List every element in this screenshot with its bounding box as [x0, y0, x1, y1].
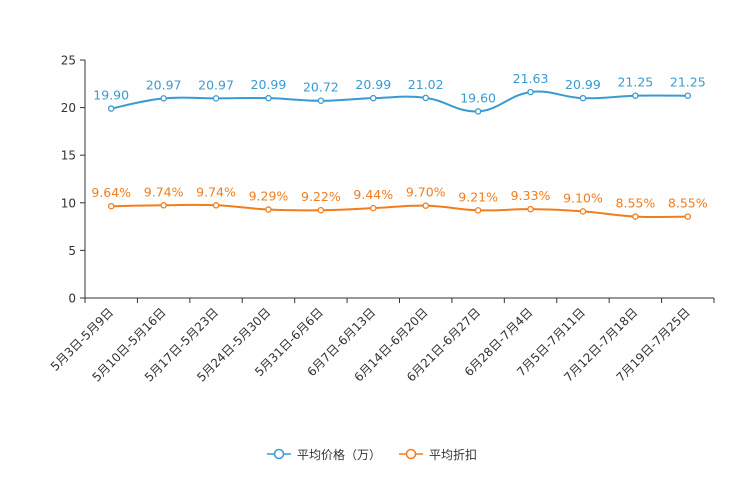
data-label: 9.64% — [91, 185, 131, 200]
y-tick-label: 10 — [61, 196, 76, 210]
legend-price-label: 平均价格（万） — [296, 447, 381, 462]
data-point — [107, 202, 115, 210]
data-point — [317, 206, 325, 214]
data-label: 19.90 — [93, 88, 129, 103]
data-point — [212, 95, 220, 102]
data-point — [579, 94, 587, 102]
data-point — [160, 202, 167, 209]
data-label: 9.33% — [511, 188, 551, 203]
series-line-discount — [111, 203, 688, 219]
legend: 平均价格（万） 平均折扣 — [0, 444, 744, 464]
data-label: 19.60 — [460, 90, 496, 105]
data-point — [474, 207, 482, 214]
data-point — [265, 94, 272, 102]
data-label: 20.72 — [303, 80, 339, 95]
data-label: 21.25 — [617, 75, 653, 90]
legend-item-discount[interactable]: 平均折扣 — [399, 446, 477, 463]
data-point — [160, 95, 167, 102]
data-label: 9.74% — [144, 184, 184, 199]
data-point — [527, 88, 534, 96]
legend-discount-line-icon — [399, 448, 423, 460]
data-label: 9.70% — [406, 185, 446, 200]
y-tick-label: 15 — [61, 149, 76, 163]
data-label: 9.21% — [458, 189, 498, 204]
data-label: 9.22% — [301, 189, 341, 204]
legend-discount-label: 平均折扣 — [429, 447, 478, 462]
y-tick-label: 5 — [68, 244, 76, 258]
data-label: 20.97 — [198, 77, 234, 92]
data-label: 20.99 — [251, 77, 287, 92]
data-label: 9.74% — [196, 184, 236, 199]
axes: 05101520255月3日-5月9日5月10日-5月16日5月17日-5月23… — [48, 54, 715, 384]
data-label: 21.02 — [408, 77, 444, 92]
series-layer — [107, 88, 692, 220]
data-point — [632, 92, 639, 99]
data-point — [107, 105, 115, 112]
data-point — [422, 94, 429, 102]
data-label-layer: 19.90 20.97 20.97 20.99 20.72 20.99 21.02 19.60… — [91, 71, 707, 211]
data-point — [684, 92, 692, 99]
y-tick-label: 20 — [61, 101, 76, 115]
data-point — [265, 206, 272, 213]
data-point — [370, 94, 377, 102]
data-point — [474, 108, 482, 115]
data-label: 8.55% — [616, 196, 656, 211]
data-point — [370, 204, 377, 212]
data-point — [212, 202, 220, 209]
data-point — [579, 208, 587, 215]
legend-item-price[interactable]: 平均价格（万） — [266, 446, 381, 463]
data-label: 20.97 — [146, 77, 182, 92]
data-point — [527, 205, 534, 213]
data-label: 9.29% — [249, 189, 289, 204]
data-point — [684, 213, 692, 220]
y-tick-label: 25 — [61, 54, 76, 68]
data-label: 8.55% — [668, 196, 708, 211]
y-tick-label: 0 — [68, 292, 76, 306]
data-label: 9.44% — [353, 187, 393, 202]
data-label: 9.10% — [563, 190, 603, 205]
data-point — [422, 202, 429, 209]
data-label: 21.63 — [513, 71, 549, 86]
series-line-price — [111, 90, 688, 113]
legend-price-line-icon — [266, 448, 291, 460]
data-label: 21.25 — [670, 75, 706, 90]
data-point — [317, 97, 325, 104]
data-label: 20.99 — [355, 77, 391, 92]
data-label: 20.99 — [565, 77, 601, 92]
data-point — [632, 213, 639, 220]
